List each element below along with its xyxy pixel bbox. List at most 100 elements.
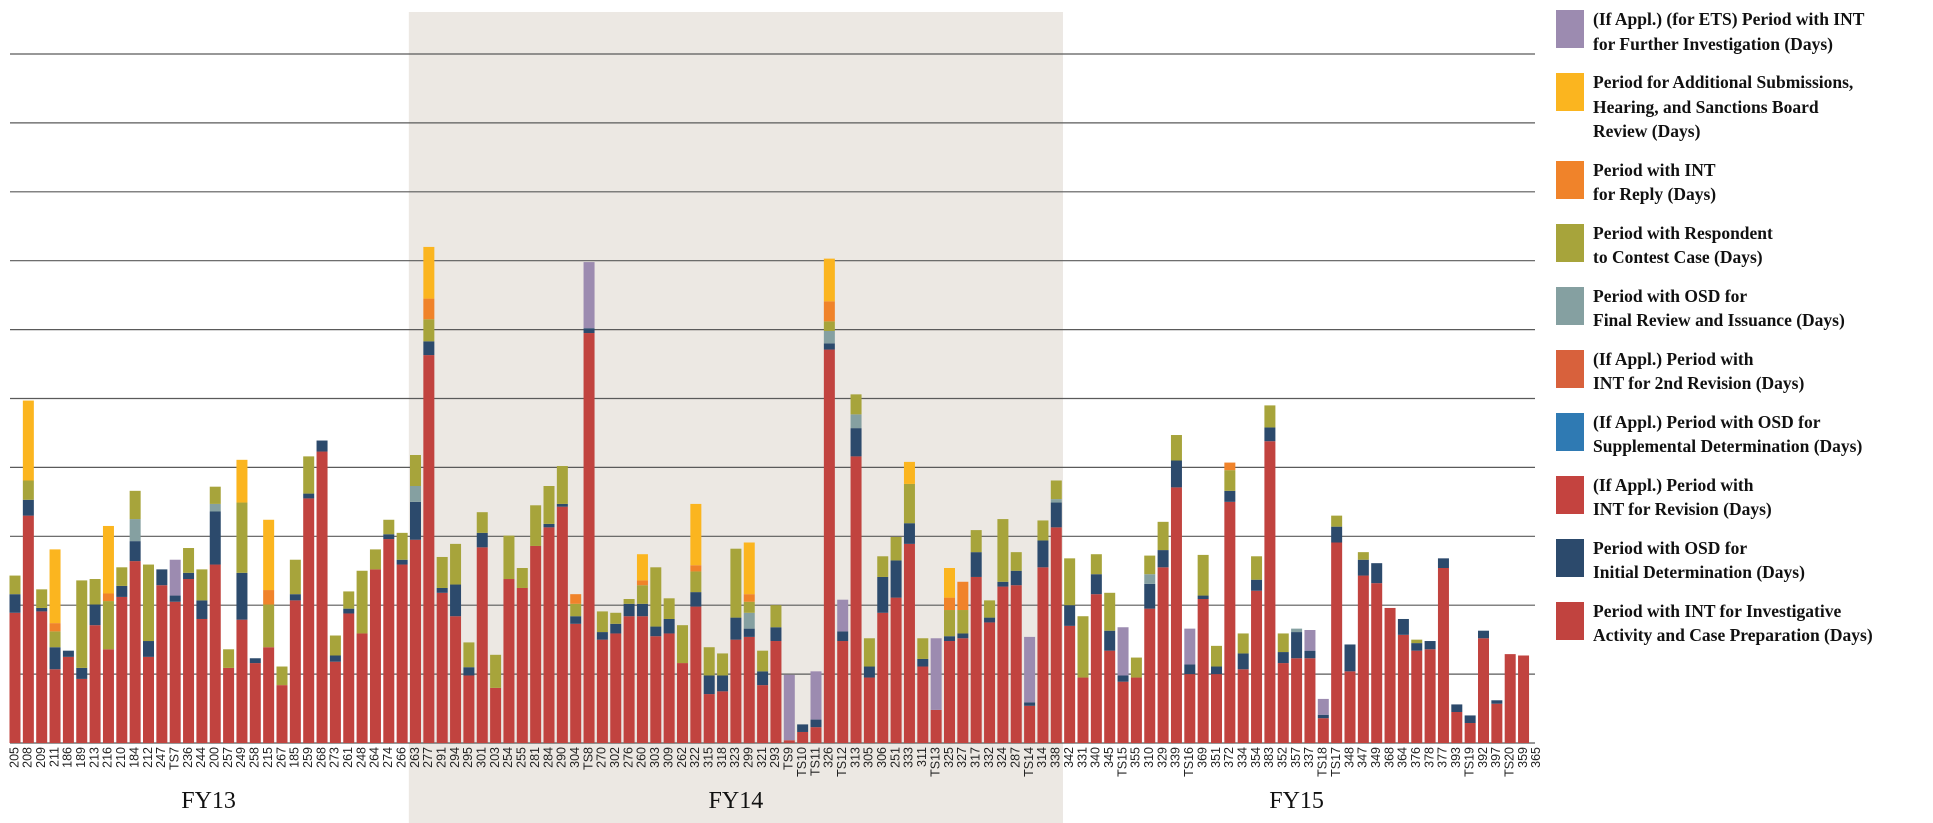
bar-segment [1331, 526, 1343, 543]
bar-segment [730, 639, 742, 743]
x-tick-label: 314 [1035, 747, 1049, 768]
bar-segment [596, 639, 608, 743]
x-tick-label: 333 [902, 747, 916, 768]
bar-segment [1304, 658, 1316, 743]
x-tick-label: 262 [675, 747, 689, 768]
x-tick-label: TS11 [808, 747, 822, 776]
bar-segment [1117, 681, 1129, 743]
bar-segment [1451, 711, 1463, 743]
x-tick-label: 284 [541, 747, 555, 768]
bar-segment [102, 593, 114, 602]
x-tick-label: 276 [621, 747, 635, 768]
x-tick-label: TS9 [782, 747, 796, 770]
bar-segment [877, 556, 889, 577]
bar-segment [1104, 592, 1116, 631]
bar-segment [730, 548, 742, 618]
bar-segment [570, 594, 582, 604]
legend-label: (If Appl.) Period with INT for Revision … [1593, 474, 1772, 520]
x-tick-label: 209 [34, 747, 48, 768]
bar-segment [1277, 663, 1289, 743]
bar-segment [970, 576, 982, 743]
bar-segment [543, 527, 555, 743]
x-tick-label: 200 [208, 747, 222, 768]
bar-segment [303, 493, 315, 499]
legend-label: Period for Additional Submissions, Heari… [1593, 72, 1854, 141]
bar-segment [650, 567, 662, 627]
bar-segment [810, 719, 822, 728]
bar-segment [890, 536, 902, 561]
x-tick-label: 303 [648, 747, 662, 768]
bar-segment [850, 394, 862, 415]
bar-segment [89, 579, 101, 605]
x-tick-label: 203 [488, 747, 502, 768]
bar-segment [450, 616, 462, 743]
x-tick-label: 295 [461, 747, 475, 768]
bar-segment [1064, 558, 1076, 606]
x-tick-label: 321 [755, 747, 769, 768]
bar-segment [997, 581, 1009, 587]
bar-segment [1317, 698, 1329, 715]
bar-segment [677, 663, 688, 743]
bar-segment [249, 663, 261, 743]
bar-segment [823, 343, 835, 350]
x-tick-label: 293 [768, 747, 782, 768]
bar-segment [396, 564, 408, 743]
bar-segment [156, 569, 168, 586]
x-tick-label: 383 [1262, 747, 1276, 768]
x-tick-label: 348 [1342, 747, 1356, 768]
bar-segment [1317, 718, 1329, 743]
bar-segment [823, 258, 835, 302]
bar-segment [743, 601, 755, 613]
x-tick-label: 301 [475, 747, 489, 768]
bar-segment [863, 677, 875, 743]
bar-segment [209, 503, 221, 512]
x-tick-label: 189 [74, 747, 88, 768]
bar-segment [690, 606, 702, 743]
bar-segment [9, 594, 21, 613]
legend-swatch [1556, 160, 1584, 199]
x-tick-label: TS12 [835, 747, 849, 777]
x-tick-label: 359 [1516, 747, 1530, 768]
bar-segment [530, 505, 542, 546]
bar-segment [957, 581, 969, 611]
bar-segment [1077, 616, 1089, 678]
bar-segment [863, 638, 875, 667]
bar-segment [1130, 657, 1142, 678]
bar-segment [9, 612, 21, 743]
legend: (If Appl.) (for ETS) Period with INT for… [1556, 9, 1873, 648]
x-tick-label: 349 [1369, 747, 1383, 768]
bar-segment [476, 532, 488, 548]
legend-label: Period with OSD for Initial Determinatio… [1593, 537, 1805, 583]
bar-segment [610, 612, 622, 624]
bar-segment [369, 549, 381, 570]
bar-segment [1264, 405, 1276, 428]
x-tick-label: 291 [434, 747, 448, 768]
bar-segment [1291, 632, 1303, 659]
bar-segment [169, 601, 181, 743]
x-tick-label: 205 [7, 747, 21, 768]
bar-segment [49, 669, 61, 743]
bar-segment [997, 519, 1009, 582]
bar-segment [583, 262, 595, 329]
bar-segment [663, 633, 675, 743]
x-tick-label: 309 [661, 747, 675, 768]
bar-segment [717, 691, 729, 743]
bar-segment [1024, 705, 1036, 743]
bar-segment [1518, 655, 1530, 743]
bar-segment [770, 627, 782, 642]
bar-segment [129, 490, 141, 520]
bar-segment [610, 633, 622, 743]
bar-segment [1331, 542, 1343, 743]
x-tick-label: 377 [1436, 747, 1450, 768]
bar-segment [903, 483, 915, 524]
bar-segment [1344, 671, 1356, 743]
x-tick-label: TS20 [1502, 747, 1516, 777]
bar-segment [116, 596, 128, 743]
bar-segment [1411, 639, 1423, 644]
bar-segment [369, 569, 381, 743]
bar-segment [503, 535, 515, 580]
bar-segment [636, 580, 648, 586]
x-tick-label: 210 [114, 747, 128, 768]
x-tick-label: 261 [341, 747, 355, 768]
